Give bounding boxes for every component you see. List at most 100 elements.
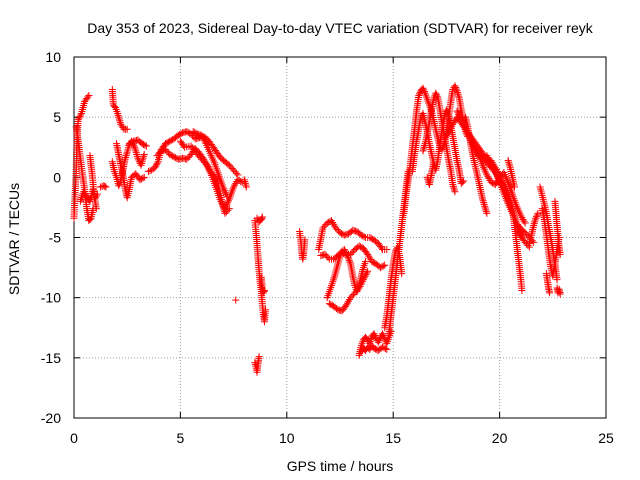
data-point [130, 142, 138, 150]
data-point [323, 219, 331, 227]
data-point [398, 270, 406, 278]
data-point [84, 93, 92, 101]
data-point [520, 217, 528, 225]
data-point [370, 330, 378, 338]
data-point [333, 225, 341, 233]
data-point [193, 150, 201, 158]
data-point [420, 145, 428, 153]
data-point [367, 234, 375, 242]
data-point [458, 178, 466, 186]
data-point [380, 344, 388, 352]
data-point [152, 162, 160, 170]
data-point [451, 82, 459, 90]
data-point [449, 120, 457, 128]
x-tick-label: 0 [70, 430, 78, 446]
data-point [454, 109, 462, 117]
data-point [195, 152, 203, 160]
data-point [138, 159, 146, 167]
data-point [208, 169, 216, 177]
data-point [219, 204, 227, 212]
data-point [469, 142, 477, 150]
data-point [206, 167, 214, 175]
data-point [142, 142, 150, 150]
data-point [258, 213, 266, 221]
data-point [381, 345, 389, 353]
data-point [170, 153, 178, 161]
data-point [262, 306, 270, 314]
data-point [348, 292, 356, 300]
data-point [169, 152, 177, 160]
data-point [366, 234, 374, 241]
data-point [487, 156, 495, 164]
data-point [139, 174, 147, 182]
data-point [468, 140, 476, 148]
data-point [449, 182, 457, 190]
data-point [480, 199, 488, 207]
data-point [151, 164, 159, 172]
data-point [241, 178, 249, 186]
data-point [228, 165, 236, 173]
data-point [505, 158, 513, 166]
data-point [357, 231, 365, 239]
data-point [177, 130, 185, 138]
data-point [359, 276, 367, 284]
data-point [223, 208, 231, 216]
data-point [345, 257, 353, 265]
data-point [219, 202, 227, 210]
data-point [230, 183, 238, 191]
data-point [531, 218, 539, 226]
data-point [366, 254, 374, 262]
data-point [329, 218, 337, 226]
data-point [255, 353, 263, 361]
chart-title: Day 353 of 2023, Sidereal Day-to-day VTE… [87, 20, 593, 36]
data-point [482, 206, 490, 214]
data-point [379, 343, 387, 351]
data-point [421, 141, 429, 149]
data-point [369, 258, 377, 266]
data-point [342, 301, 350, 309]
data-point [330, 274, 338, 282]
data-point [204, 164, 212, 172]
data-point [453, 107, 461, 115]
data-point [176, 130, 184, 138]
data-point [442, 131, 450, 139]
data-point [242, 181, 250, 189]
data-point [92, 205, 100, 213]
data-point [141, 141, 149, 149]
x-axis-label: GPS time / hours [287, 458, 394, 474]
y-tick-label: -15 [41, 350, 61, 366]
data-point [163, 139, 171, 147]
data-point [359, 277, 367, 285]
data-point [167, 151, 175, 159]
data-point [323, 252, 331, 260]
data-point [131, 145, 139, 153]
data-point [473, 148, 481, 156]
data-point [521, 219, 529, 227]
data-point [467, 137, 475, 145]
data-point [133, 150, 141, 158]
data-point [419, 84, 427, 92]
data-point [202, 160, 210, 168]
data-point [451, 188, 459, 196]
data-point [332, 304, 340, 312]
data-point [116, 117, 124, 125]
data-point [115, 113, 123, 121]
data-point [75, 114, 83, 122]
data-point [349, 290, 357, 298]
data-point [444, 109, 452, 117]
x-tick-label: 10 [279, 430, 295, 446]
data-point [230, 166, 238, 174]
data-point [480, 200, 488, 208]
data-point [114, 111, 122, 119]
data-point [242, 183, 250, 191]
data-point [530, 220, 538, 228]
data-point [93, 190, 101, 198]
data-point [358, 279, 366, 287]
data-point [184, 154, 192, 162]
data-point [357, 281, 365, 289]
x-tick-label: 15 [385, 430, 401, 446]
data-point [360, 274, 368, 282]
data-point [212, 176, 220, 184]
data-point [533, 211, 541, 219]
